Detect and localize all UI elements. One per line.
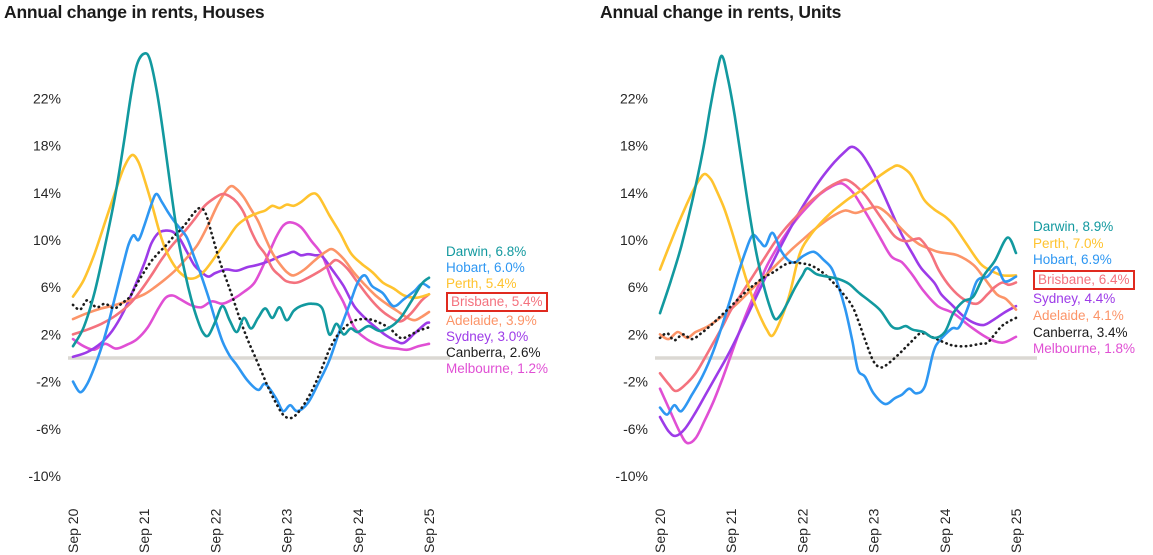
legend-item-melbourne: Melbourne, 1.2% [446,361,574,377]
y-axis-tick-label: 2% [628,326,648,342]
houses-chart-panel: Annual change in rents, Houses 22% 18% 14%… [0,0,576,555]
series-line-darwin [71,51,431,348]
legend-item-hobart: Hobart, 6.9% [1033,252,1153,269]
series-line-brisbane [658,178,1018,393]
y-axis-tick-label: 6% [41,279,61,295]
legend-item-sydney: Sydney, 3.0% [446,329,574,345]
units-chart-title: Annual change in rents, Units [600,2,842,22]
series-line-hobart [71,192,431,413]
legend-label: Hobart, 6.0% [446,259,525,275]
series-line-canberra [71,206,431,420]
legend-label: Hobart, 6.9% [1033,252,1112,268]
legend-label-highlighted: Brisbane, 6.4% [1033,269,1135,291]
legend-label: Darwin, 8.9% [1033,219,1114,234]
legend-item-melbourne: Melbourne, 1.8% [1033,341,1153,358]
y-axis-tick-label: 2% [41,326,61,342]
legend-label: Melbourne, 1.2% [446,360,549,376]
y-axis-tick-label: 14% [620,185,648,201]
legend-label: Melbourne, 1.8% [1033,341,1136,357]
legend-item-perth: Perth, 5.4% [446,276,574,292]
series-line-sydney [658,145,1018,438]
x-axis-tick-label: Sep 24 [937,508,953,553]
legend-item-hobart: Hobart, 6.0% [446,260,574,276]
legend-item-perth: Perth, 7.0% [1033,236,1153,253]
legend-item-canberra: Canberra, 2.6% [446,345,574,361]
legend-label: Perth, 7.0% [1033,235,1104,251]
series-line-darwin [658,54,1018,340]
legend-item-brisbane: Brisbane, 5.4% [446,291,574,313]
houses-chart-title: Annual change in rents, Houses [4,2,265,22]
y-axis-tick-label: -2% [36,374,61,390]
legend-label: Sydney, 3.0% [446,328,529,344]
y-axis-tick-label: -10% [28,468,61,484]
units-chart-panel: Annual change in rents, Units 22% 18% 14% 1… [587,0,1153,555]
legend-label: Adelaide, 3.9% [446,313,537,329]
units-legend: Darwin, 8.9% Perth, 7.0% Hobart, 6.9% Brisb… [1033,219,1153,358]
series-line-melbourne [71,220,431,352]
x-axis-tick-label: Sep 20 [652,508,668,553]
legend-label: Canberra, 3.4% [1033,324,1128,340]
x-axis-tick-label: Sep 25 [421,508,437,553]
y-axis-tick-label: -2% [623,374,648,390]
x-axis-tick-label: Sep 20 [65,508,81,553]
x-axis-tick-label: Sep 24 [350,508,366,553]
x-axis-tick-label: Sep 25 [1008,508,1024,553]
legend-label: Perth, 5.4% [446,275,517,291]
x-axis-tick-label: Sep 22 [207,508,223,553]
y-axis-tick-label: 10% [620,232,648,248]
legend-item-sydney: Sydney, 4.4% [1033,291,1153,308]
legend-item-darwin: Darwin, 8.9% [1033,219,1153,236]
y-axis-tick-label: 10% [33,232,61,248]
series-line-melbourne [658,181,1018,445]
series-line-adelaide [658,205,1018,341]
x-axis-tick-label: Sep 23 [866,508,882,553]
x-axis-tick-label: Sep 21 [723,508,739,553]
houses-legend: Darwin, 6.8% Hobart, 6.0% Perth, 5.4% Brisb… [446,244,574,376]
legend-item-adelaide: Adelaide, 3.9% [446,313,574,329]
x-axis-tick-label: Sep 23 [279,508,295,553]
houses-plot-area: 22% 18% 14% 10% 6% 2% -2% -6% -10% Sep 20 Sep 21 Se… [28,51,450,553]
series-line-hobart [658,231,1018,416]
y-axis-tick-label: 6% [628,279,648,295]
x-axis-tick-label: Sep 21 [136,508,152,553]
legend-label: Darwin, 6.8% [446,244,527,259]
y-axis-tick-label: 18% [620,138,648,154]
series-line-canberra [658,261,1018,369]
legend-item-canberra: Canberra, 3.4% [1033,325,1153,342]
legend-item-darwin: Darwin, 6.8% [446,244,574,260]
legend-label: Adelaide, 4.1% [1033,307,1124,323]
series-line-adelaide [71,184,431,322]
legend-label-highlighted: Brisbane, 5.4% [446,292,548,313]
y-axis-tick-label: -6% [36,421,61,437]
legend-label: Sydney, 4.4% [1033,291,1116,307]
y-axis-tick-label: -6% [623,421,648,437]
series-line-brisbane [71,192,431,336]
legend-item-brisbane: Brisbane, 6.4% [1033,269,1153,292]
y-axis-tick-label: 22% [33,90,61,106]
units-plot-area: 22% 18% 14% 10% 6% 2% -2% -6% -10% Sep 20 Sep 21 Se… [615,54,1037,553]
legend-item-adelaide: Adelaide, 4.1% [1033,308,1153,325]
series-line-perth [658,164,1018,338]
y-axis-tick-label: 22% [620,90,648,106]
series-line-perth [71,153,431,300]
y-axis-tick-label: 14% [33,185,61,201]
y-axis-tick-label: 18% [33,138,61,154]
y-axis-tick-label: -10% [615,468,648,484]
x-axis-tick-label: Sep 22 [794,508,810,553]
legend-label: Canberra, 2.6% [446,344,541,360]
series-line-sydney [71,229,431,359]
